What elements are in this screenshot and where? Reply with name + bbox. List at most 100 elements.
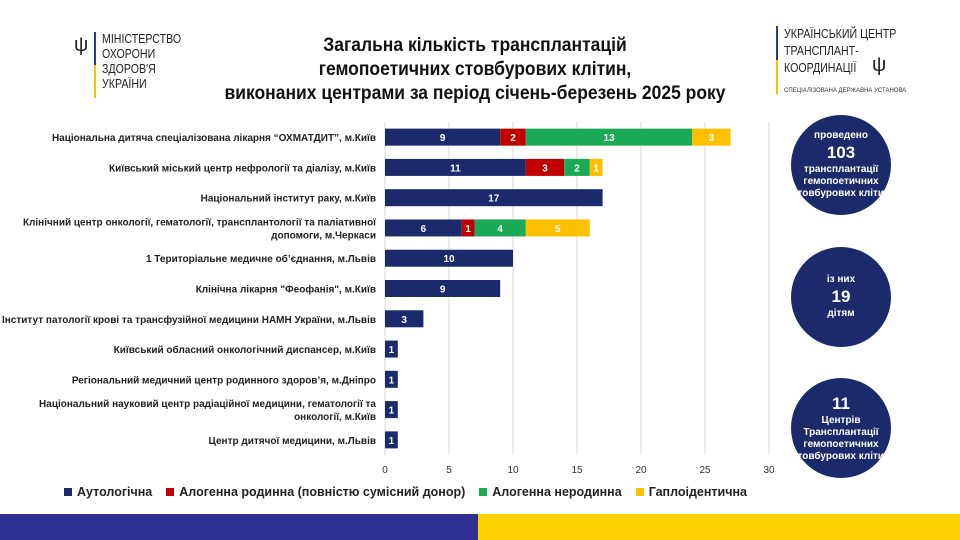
legend-label: Алогенна родинна (повністю сумісний доно… (179, 485, 466, 499)
data-label: 17 (488, 194, 500, 205)
data-label: 1 (593, 163, 599, 174)
category-label: Національна дитяча спеціалізована лікарн… (52, 133, 376, 144)
data-label: 3 (401, 315, 407, 326)
transplant-center-logo: УКРАЇНСЬКИЙ ЦЕНТР ТРАНСПЛАНТ- КООРДИНАЦІ… (776, 26, 916, 94)
bar-segment (525, 158, 565, 176)
bar-segment (692, 128, 731, 146)
logo-line: ТРАНСПЛАНТ- (784, 44, 859, 58)
data-label: 5 (555, 224, 561, 235)
x-tick-label: 15 (571, 465, 583, 476)
logo-divider (776, 26, 778, 94)
legend-item: Алогенна неродинна (479, 485, 622, 499)
logo-line: КООРДИНАЦІЇ (784, 61, 857, 75)
trident-icon: ψ (74, 34, 89, 56)
x-tick-label: 30 (763, 465, 775, 476)
stat-label: проведено (814, 130, 868, 141)
category-label: Національний науковий центр радіаційної … (39, 399, 376, 410)
data-label: 10 (443, 254, 455, 265)
ministry-logo: ψ МІНІСТЕРСТВО ОХОРОНИ ЗДОРОВ'Я УКРАЇНИ (74, 32, 195, 98)
data-label: 6 (421, 224, 427, 235)
bar-segment (385, 370, 398, 388)
bar-segment (525, 219, 590, 237)
legend-item: Гаплоідентична (635, 485, 747, 499)
bar-segment (385, 219, 462, 237)
legend-item: Аутологічна (64, 485, 152, 499)
footer-stripe-yellow (478, 514, 960, 540)
data-label: 3 (542, 163, 548, 174)
page-title: Загальна кількість трансплантацій гемопо… (204, 34, 747, 106)
logo-line: УКРАЇНСЬКИЙ ЦЕНТР (784, 27, 897, 41)
stat-circle-children: із них 19 дітям (791, 247, 891, 347)
legend-swatch (479, 488, 488, 496)
logo-subtitle: СПЕЦІАЛІЗОВАНА ДЕРЖАВНА УСТАНОВА (784, 88, 907, 94)
stat-circle-total: проведено 103 трансплантації гемопоетичн… (791, 115, 891, 215)
category-label: Київський міський центр нефрології та ді… (109, 162, 376, 174)
category-label: Центр дитячої медицини, м.Львів (209, 436, 376, 447)
logo-divider (94, 32, 97, 98)
stat-value: 19 (831, 287, 851, 306)
data-label: 9 (440, 285, 446, 296)
logo-line: ЗДОРОВ'Я (102, 62, 157, 76)
data-label: 2 (510, 133, 516, 144)
bar-segment (461, 219, 475, 237)
footer-stripe-blue (0, 514, 478, 540)
data-label: 1 (389, 375, 395, 386)
legend-item: Алогенна родинна (повністю сумісний доно… (166, 485, 465, 499)
x-tick-label: 25 (699, 465, 711, 476)
bar-segment (385, 189, 603, 207)
stat-label: із них (826, 274, 856, 285)
bar-segment (525, 128, 693, 146)
title-line: виконаних центрами за період січень-бере… (224, 83, 726, 104)
logo-line: ОХОРОНИ (102, 47, 156, 61)
bar-segment (385, 249, 513, 267)
stat-label: Центрів Трансплантації гемопоетичних сто… (791, 415, 891, 462)
bar-segment (385, 280, 501, 297)
legend-label: Аутологічна (77, 485, 153, 499)
category-label: онкології, м.Київ (294, 412, 376, 423)
stat-label: дітям (827, 308, 855, 319)
data-label: 3 (709, 133, 715, 144)
category-label: Київський обласний онкологічний диспансе… (114, 344, 376, 356)
legend-label: Гаплоідентична (648, 485, 747, 499)
category-label: Національний інститут раку, м.Київ (201, 194, 376, 205)
data-label: 1 (389, 345, 395, 356)
bar-segment (385, 310, 424, 328)
x-tick-label: 0 (382, 465, 388, 476)
stat-value: 103 (826, 143, 856, 162)
data-label: 4 (497, 224, 503, 235)
data-label: 2 (574, 163, 580, 174)
data-label: 1 (389, 436, 395, 447)
category-label: 1 Територіальне медичне об’єднання, м.Ль… (146, 253, 376, 265)
bar-segment (500, 128, 526, 146)
data-label: 1 (465, 224, 471, 235)
x-tick-label: 5 (446, 465, 452, 476)
x-tick-label: 20 (635, 465, 647, 476)
legend-swatch (635, 488, 644, 496)
bar-segment (385, 340, 398, 358)
legend-label: Алогенна неродинна (492, 485, 622, 499)
stat-value: 11 (832, 394, 850, 413)
category-label: допомоги, м.Черкаси (271, 230, 376, 241)
legend-swatch (64, 488, 72, 496)
bar-segment (385, 431, 398, 449)
stat-circle-centers: 11 Центрів Трансплантації гемопоетичних … (791, 378, 891, 478)
bar-segment (474, 219, 526, 237)
category-label: Інститут патології крові та трансфузійно… (2, 314, 376, 326)
trident-icon: ψ (872, 54, 887, 76)
category-label: Клінічний центр онкології, гематології, … (23, 217, 376, 228)
data-label: 1 (389, 406, 395, 417)
logo-line: УКРАЇНИ (102, 77, 147, 91)
category-label: Клінічна лікарня "Феофанія", м.Київ (196, 284, 376, 296)
legend-swatch (166, 488, 175, 496)
data-label: 9 (440, 133, 446, 144)
bar-segment (385, 401, 398, 419)
bar-segment (385, 128, 501, 146)
title-line: гемопоетичних стовбурових клітин, (318, 59, 632, 80)
bar-segment (385, 158, 526, 176)
bar-segment (564, 158, 590, 176)
x-tick-label: 10 (507, 465, 519, 476)
stat-label: трансплантації гемопоетичних стовбурових… (791, 164, 891, 199)
bar-segment (589, 158, 603, 176)
title-line: Загальна кількість трансплантацій (323, 35, 627, 56)
